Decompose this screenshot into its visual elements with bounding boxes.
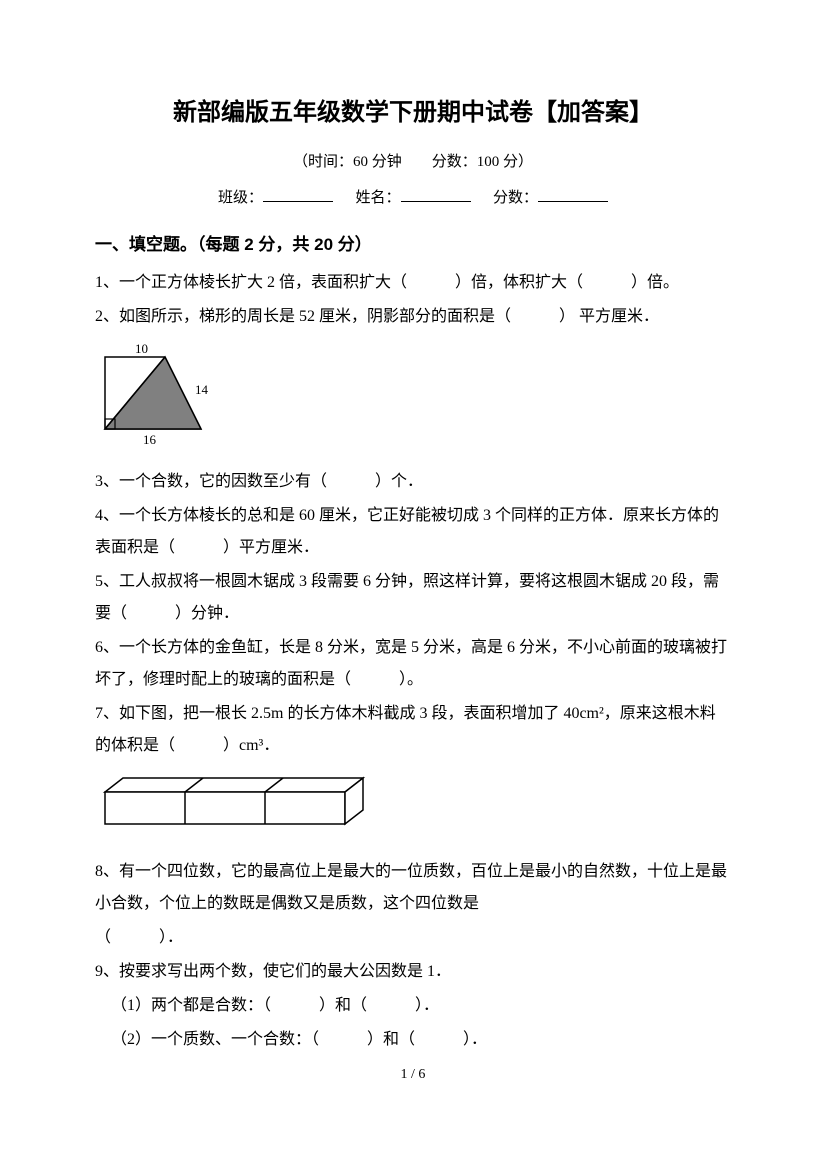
question-7: 7、如下图，把一根长 2.5m 的长方体木料截成 3 段，表面积增加了 40cm… (95, 698, 731, 762)
page-number: 1 / 6 (95, 1062, 731, 1089)
student-info-line: 班级： 姓名： 分数： (95, 184, 731, 213)
question-2: 2、如图所示，梯形的周长是 52 厘米，阴影部分的面积是（ ） 平方厘米． (95, 301, 731, 333)
trapezoid-shaded (105, 357, 201, 429)
class-blank[interactable] (263, 184, 333, 202)
score-blank[interactable] (538, 184, 608, 202)
question-1: 1、一个正方体棱长扩大 2 倍，表面积扩大（ ）倍，体积扩大（ ）倍。 (95, 267, 731, 299)
name-blank[interactable] (401, 184, 471, 202)
trapezoid-bottom-label: 16 (143, 432, 157, 447)
score-field-label: 分数： (493, 190, 538, 206)
time-value: 60 分钟 (353, 154, 402, 170)
question-4: 4、一个长方体棱长的总和是 60 厘米，它正好能被切成 3 个同样的正方体．原来… (95, 500, 731, 564)
trapezoid-right-label: 14 (195, 382, 209, 397)
question-9a: （1）两个都是合数：（ ）和（ ）． (95, 990, 731, 1022)
name-label: 姓名： (355, 190, 400, 206)
exam-meta: （时间：60 分钟 分数：100 分） (95, 148, 731, 177)
trapezoid-figure: 10 14 16 (95, 339, 731, 460)
question-3: 3、一个合数，它的因数至少有（ ）个． (95, 466, 731, 498)
question-6: 6、一个长方体的金鱼缸，长是 8 分米，宽是 5 分米，高是 6 分米，不小心前… (95, 632, 731, 696)
trapezoid-top-label: 10 (135, 341, 148, 356)
question-8b: （ ）． (95, 922, 731, 954)
class-label: 班级： (218, 190, 263, 206)
question-5: 5、工人叔叔将一根圆木锯成 3 段需要 6 分钟，照这样计算，要将这根圆木锯成 … (95, 566, 731, 630)
score-prefix: 分数： (402, 154, 477, 170)
score-value: 100 分） (477, 154, 533, 170)
page-title: 新部编版五年级数学下册期中试卷【加答案】 (95, 90, 731, 136)
question-9b: （2）一个质数、一个合数：（ ）和（ ）． (95, 1024, 731, 1056)
cuboid-top-face (105, 778, 363, 792)
question-9: 9、按要求写出两个数，使它们的最大公因数是 1． (95, 956, 731, 988)
cuboid-front-face (105, 792, 345, 824)
section-1-header: 一、填空题。（每题 2 分，共 20 分） (95, 229, 731, 261)
time-prefix: （时间： (293, 154, 353, 170)
question-8: 8、有一个四位数，它的最高位上是最大的一位质数，百位上是最小的自然数，十位上是最… (95, 856, 731, 920)
cuboid-figure (95, 772, 731, 843)
